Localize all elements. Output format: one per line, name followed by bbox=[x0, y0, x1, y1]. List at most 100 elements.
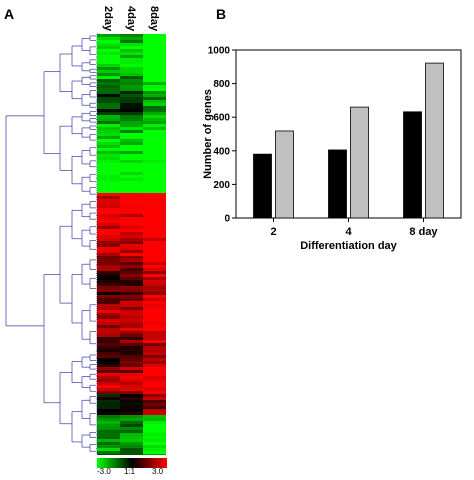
heatmap-cell bbox=[143, 214, 166, 218]
heatmap-cell bbox=[97, 37, 121, 41]
heatmap-cell bbox=[143, 67, 166, 71]
heatmap-cell bbox=[97, 331, 121, 335]
heatmap-cell bbox=[143, 418, 166, 422]
heatmap-cell bbox=[97, 379, 121, 383]
heatmap-cell bbox=[97, 415, 121, 419]
heatmap-cell bbox=[143, 175, 166, 179]
heatmap-cell bbox=[120, 259, 144, 263]
heatmap-cell bbox=[143, 406, 166, 410]
panel-a-letter: A bbox=[4, 6, 15, 22]
heatmap-cell bbox=[143, 373, 166, 377]
heatmap-cell bbox=[143, 226, 166, 230]
heatmap-cell bbox=[143, 394, 166, 398]
heatmap-cell bbox=[120, 169, 144, 173]
heatmap-cell bbox=[97, 124, 121, 128]
heatmap-column-8day: 8day bbox=[148, 6, 160, 32]
heatmap-cell bbox=[120, 256, 144, 260]
heatmap-cell bbox=[120, 286, 144, 290]
heatmap-cell bbox=[143, 136, 166, 140]
heatmap-cell bbox=[120, 436, 144, 440]
heatmap-cell bbox=[143, 277, 166, 281]
heatmap-cell bbox=[120, 214, 144, 218]
heatmap-cell bbox=[120, 370, 144, 374]
heatmap-cell bbox=[97, 109, 121, 113]
heatmap-cell bbox=[143, 322, 166, 326]
heatmap-cell bbox=[97, 130, 121, 134]
heatmap-cell bbox=[143, 151, 166, 155]
heatmap-cell bbox=[120, 346, 144, 350]
heatmap-cell bbox=[97, 364, 121, 368]
heatmap-cell bbox=[97, 268, 121, 272]
heatmap-cell bbox=[97, 172, 121, 176]
heatmap-cell bbox=[97, 376, 121, 380]
heatmap-cell bbox=[97, 280, 121, 284]
heatmap-cell bbox=[143, 415, 166, 419]
heatmap-cell bbox=[97, 328, 121, 332]
heatmap-cell bbox=[120, 238, 144, 242]
heatmap-cell bbox=[143, 439, 166, 443]
heatmap-cell bbox=[120, 133, 144, 137]
heatmap-cell bbox=[120, 232, 144, 236]
heatmap-cell bbox=[97, 55, 121, 59]
heatmap-cell bbox=[97, 166, 121, 170]
heatmap-cell bbox=[97, 310, 121, 314]
heatmap-cell bbox=[143, 46, 166, 50]
heatmap-cell bbox=[143, 445, 166, 449]
bar-series-2-1 bbox=[275, 130, 294, 219]
heatmap-cell bbox=[120, 241, 144, 245]
heatmap-cell bbox=[97, 358, 121, 362]
heatmap-cell bbox=[97, 361, 121, 365]
heatmap-cell bbox=[143, 40, 166, 44]
heatmap-cell bbox=[97, 262, 121, 266]
heatmap-cell bbox=[120, 454, 144, 455]
heatmap-cell bbox=[143, 304, 166, 308]
heatmap-cell bbox=[120, 319, 144, 323]
heatmap-cell bbox=[97, 340, 121, 344]
heatmap-cell bbox=[143, 250, 166, 254]
heatmap-cell bbox=[97, 370, 121, 374]
heatmap-cell bbox=[97, 247, 121, 251]
heatmap-cell bbox=[120, 355, 144, 359]
heatmap-cell bbox=[120, 253, 144, 257]
heatmap-cell bbox=[97, 79, 121, 83]
heatmap-cell bbox=[120, 427, 144, 431]
heatmap-cell bbox=[120, 322, 144, 326]
heatmap-cell bbox=[120, 220, 144, 224]
heatmap-cell bbox=[120, 277, 144, 281]
heatmap-cell bbox=[143, 376, 166, 380]
heatmap-cell bbox=[120, 94, 144, 98]
heatmap-cell bbox=[97, 397, 121, 401]
heatmap-column-4day: 4day bbox=[125, 6, 137, 32]
heatmap-cell bbox=[97, 127, 121, 131]
bar-series-2-2 bbox=[350, 106, 369, 219]
heatmap-cell bbox=[143, 202, 166, 206]
heatmap-cell bbox=[120, 409, 144, 413]
y-tick-label: 0 bbox=[224, 214, 230, 225]
heatmap-cell bbox=[97, 46, 121, 50]
heatmap-cell bbox=[97, 235, 121, 239]
heatmap-cell bbox=[97, 115, 121, 119]
x-axis-label: Differentiation day bbox=[300, 240, 397, 252]
heatmap-cell bbox=[143, 337, 166, 341]
heatmap-cell bbox=[97, 352, 121, 356]
heatmap-cell bbox=[120, 139, 144, 143]
heatmap-cell bbox=[97, 319, 121, 323]
heatmap-cell bbox=[143, 454, 166, 455]
heatmap-cell bbox=[97, 301, 121, 305]
heatmap-cell bbox=[97, 160, 121, 164]
heatmap-cell bbox=[97, 253, 121, 257]
heatmap-cell bbox=[143, 265, 166, 269]
heatmap-cell bbox=[120, 142, 144, 146]
heatmap-column-2day: 2day bbox=[102, 6, 114, 32]
heatmap-cell bbox=[97, 409, 121, 413]
heatmap-cell bbox=[143, 142, 166, 146]
heatmap-cell bbox=[97, 349, 121, 353]
heatmap-cell bbox=[120, 352, 144, 356]
heatmap-cell bbox=[97, 445, 121, 449]
heatmap-cell bbox=[97, 43, 121, 47]
heatmap-cell bbox=[97, 97, 121, 101]
heatmap-cell bbox=[143, 310, 166, 314]
heatmap-cell bbox=[120, 424, 144, 428]
heatmap-cell bbox=[97, 64, 121, 68]
heatmap-cell bbox=[120, 55, 144, 59]
